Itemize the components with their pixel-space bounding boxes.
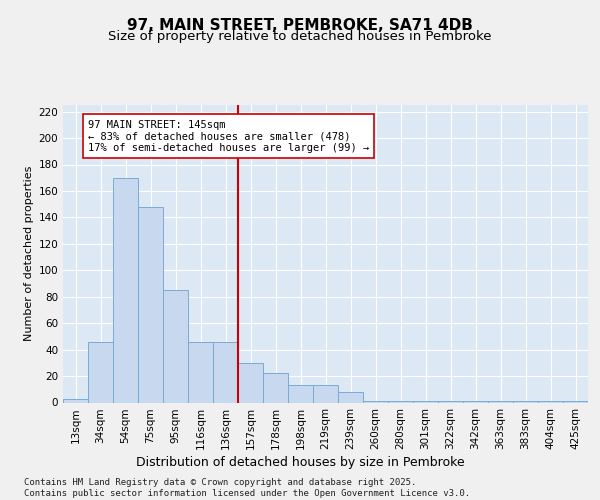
- Text: 97 MAIN STREET: 145sqm
← 83% of detached houses are smaller (478)
17% of semi-de: 97 MAIN STREET: 145sqm ← 83% of detached…: [88, 120, 369, 152]
- Bar: [188, 342, 213, 402]
- Bar: [563, 401, 588, 402]
- Bar: [138, 207, 163, 402]
- Bar: [513, 401, 538, 402]
- Text: Contains HM Land Registry data © Crown copyright and database right 2025.
Contai: Contains HM Land Registry data © Crown c…: [24, 478, 470, 498]
- Bar: [338, 392, 363, 402]
- Bar: [163, 290, 188, 403]
- Bar: [388, 401, 413, 402]
- Text: Distribution of detached houses by size in Pembroke: Distribution of detached houses by size …: [136, 456, 464, 469]
- Bar: [313, 386, 338, 402]
- Bar: [538, 401, 563, 402]
- Bar: [288, 386, 313, 402]
- Bar: [263, 374, 288, 402]
- Bar: [238, 363, 263, 403]
- Text: Size of property relative to detached houses in Pembroke: Size of property relative to detached ho…: [108, 30, 492, 43]
- Bar: [113, 178, 138, 402]
- Bar: [488, 401, 513, 402]
- Bar: [438, 401, 463, 402]
- Bar: [88, 342, 113, 402]
- Bar: [463, 401, 488, 402]
- Text: 97, MAIN STREET, PEMBROKE, SA71 4DB: 97, MAIN STREET, PEMBROKE, SA71 4DB: [127, 18, 473, 32]
- Y-axis label: Number of detached properties: Number of detached properties: [24, 166, 34, 342]
- Bar: [363, 401, 388, 402]
- Bar: [413, 401, 438, 402]
- Bar: [213, 342, 238, 402]
- Bar: [63, 398, 88, 402]
